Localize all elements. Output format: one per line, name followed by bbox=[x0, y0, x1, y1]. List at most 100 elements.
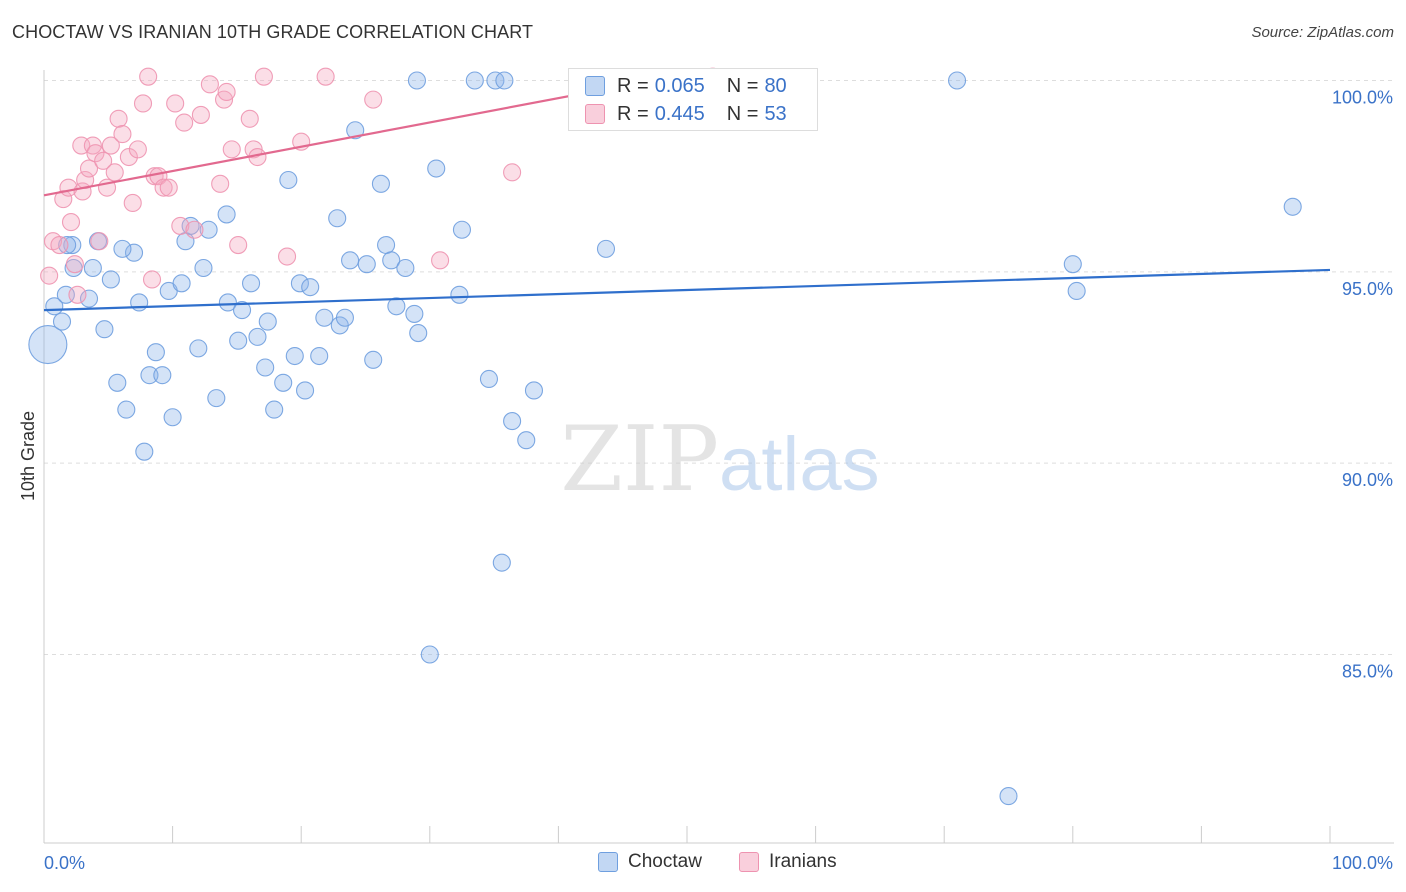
choctaw-point bbox=[310, 346, 329, 366]
legend-item-iranians[interactable]: Iranians bbox=[739, 851, 837, 873]
gridlines bbox=[44, 80, 1394, 655]
choctaw-point bbox=[427, 159, 446, 178]
iranians-point bbox=[139, 67, 158, 86]
choctaw-point bbox=[290, 274, 309, 293]
choctaw-point bbox=[217, 205, 236, 224]
choctaw-point bbox=[296, 381, 315, 400]
legend-r-value-choctaw: 0.065 bbox=[654, 74, 705, 97]
iranians-point bbox=[166, 94, 185, 113]
choctaw-point bbox=[52, 312, 72, 331]
choctaw-point bbox=[241, 274, 261, 293]
legend-row-choctaw: R = 0.065 N = 80 bbox=[585, 74, 787, 98]
choctaw-point bbox=[146, 343, 165, 362]
choctaw-point bbox=[79, 289, 99, 308]
legend-row-iranians: R = 0.445 N = 53 bbox=[585, 102, 787, 126]
iranians-point bbox=[240, 109, 259, 128]
iranians-swatch bbox=[585, 104, 605, 124]
choctaw-point bbox=[377, 235, 396, 255]
choctaw-point bbox=[28, 324, 68, 365]
choctaw-point bbox=[301, 278, 320, 297]
choctaw-point bbox=[265, 400, 284, 419]
choctaw-point bbox=[387, 297, 406, 316]
choctaw-point bbox=[256, 358, 275, 377]
legend-n-label: N = bbox=[726, 102, 759, 125]
choctaw-point bbox=[63, 235, 82, 255]
legend-n-value-choctaw: 80 bbox=[764, 74, 787, 97]
choctaw-point bbox=[285, 346, 304, 366]
choctaw-point bbox=[83, 258, 102, 278]
choctaw-point bbox=[229, 331, 248, 350]
iranians-point bbox=[211, 174, 230, 193]
choctaw-point bbox=[199, 220, 218, 239]
iranians-point bbox=[185, 220, 204, 239]
choctaw-point bbox=[113, 239, 132, 258]
iranians-point bbox=[123, 193, 142, 213]
iranians-point bbox=[50, 235, 69, 255]
choctaw-point bbox=[189, 339, 208, 358]
iranians-point bbox=[364, 90, 383, 109]
iranians-point bbox=[90, 232, 109, 251]
legend-n-label: N = bbox=[726, 74, 759, 97]
choctaw-point bbox=[420, 645, 439, 664]
choctaw-point bbox=[153, 366, 172, 385]
choctaw-point bbox=[1067, 281, 1086, 301]
choctaw-point bbox=[465, 71, 484, 90]
choctaw-point bbox=[409, 324, 428, 343]
choctaw-point bbox=[450, 285, 469, 304]
x-tick-label: 100.0% bbox=[1332, 853, 1393, 873]
choctaw-legend-swatch bbox=[598, 852, 618, 872]
choctaw-point bbox=[517, 431, 536, 450]
x-tick-labels: 0.0% 100.0% bbox=[44, 853, 1393, 873]
iranians-point bbox=[101, 136, 120, 155]
choctaw-point bbox=[479, 369, 499, 389]
choctaw-point bbox=[124, 243, 144, 262]
y-axis-title: 10th Grade bbox=[18, 411, 38, 501]
choctaw-point bbox=[58, 235, 77, 255]
choctaw-point bbox=[232, 301, 252, 320]
iranians-point bbox=[142, 270, 162, 289]
choctaw-point bbox=[218, 293, 237, 312]
choctaw-point bbox=[371, 174, 390, 193]
choctaw-point bbox=[315, 308, 334, 327]
choctaw-point bbox=[95, 320, 114, 339]
legend-label-choctaw: Choctaw bbox=[628, 851, 702, 872]
iranians-point bbox=[254, 67, 273, 86]
iranians-point bbox=[217, 82, 236, 102]
choctaw-point bbox=[1283, 197, 1302, 216]
choctaw-point bbox=[108, 373, 127, 392]
iranians-point bbox=[133, 94, 153, 113]
choctaw-point bbox=[163, 408, 182, 427]
iranians-point bbox=[79, 159, 99, 178]
legend-r-label: R = bbox=[617, 102, 649, 125]
choctaw-point bbox=[117, 400, 136, 419]
choctaw-point bbox=[1063, 255, 1082, 274]
choctaw-trend-line bbox=[43, 268, 1331, 312]
iranians-point bbox=[171, 216, 190, 235]
iranians-point bbox=[109, 109, 128, 128]
watermark: ZIPatlas bbox=[560, 407, 879, 512]
y-tick-label: 90.0% bbox=[1342, 470, 1393, 490]
y-tick-label: 85.0% bbox=[1342, 662, 1393, 682]
iranians-point bbox=[200, 75, 219, 94]
watermark-zip: ZIP bbox=[560, 407, 719, 512]
choctaw-point bbox=[194, 258, 213, 278]
choctaw-point bbox=[248, 327, 267, 346]
choctaw-point bbox=[140, 366, 159, 385]
choctaw-point bbox=[452, 220, 472, 239]
choctaw-point bbox=[382, 251, 401, 270]
y-tick-label: 100.0% bbox=[1332, 88, 1393, 108]
legend-item-choctaw[interactable]: Choctaw bbox=[598, 851, 702, 873]
x-tick-label: 0.0% bbox=[44, 853, 85, 873]
watermark-atlas: atlas bbox=[719, 422, 880, 507]
choctaw-point bbox=[357, 255, 376, 274]
choctaw-point bbox=[101, 270, 120, 289]
choctaw-point bbox=[596, 239, 616, 258]
iranians-point bbox=[154, 178, 173, 197]
choctaw-point bbox=[341, 251, 360, 270]
iranians-point bbox=[61, 213, 81, 232]
series-choctaw bbox=[28, 71, 1302, 806]
iranians-point bbox=[68, 285, 87, 304]
iranians-point bbox=[113, 125, 132, 144]
y-tick-label: 95.0% bbox=[1342, 279, 1393, 299]
